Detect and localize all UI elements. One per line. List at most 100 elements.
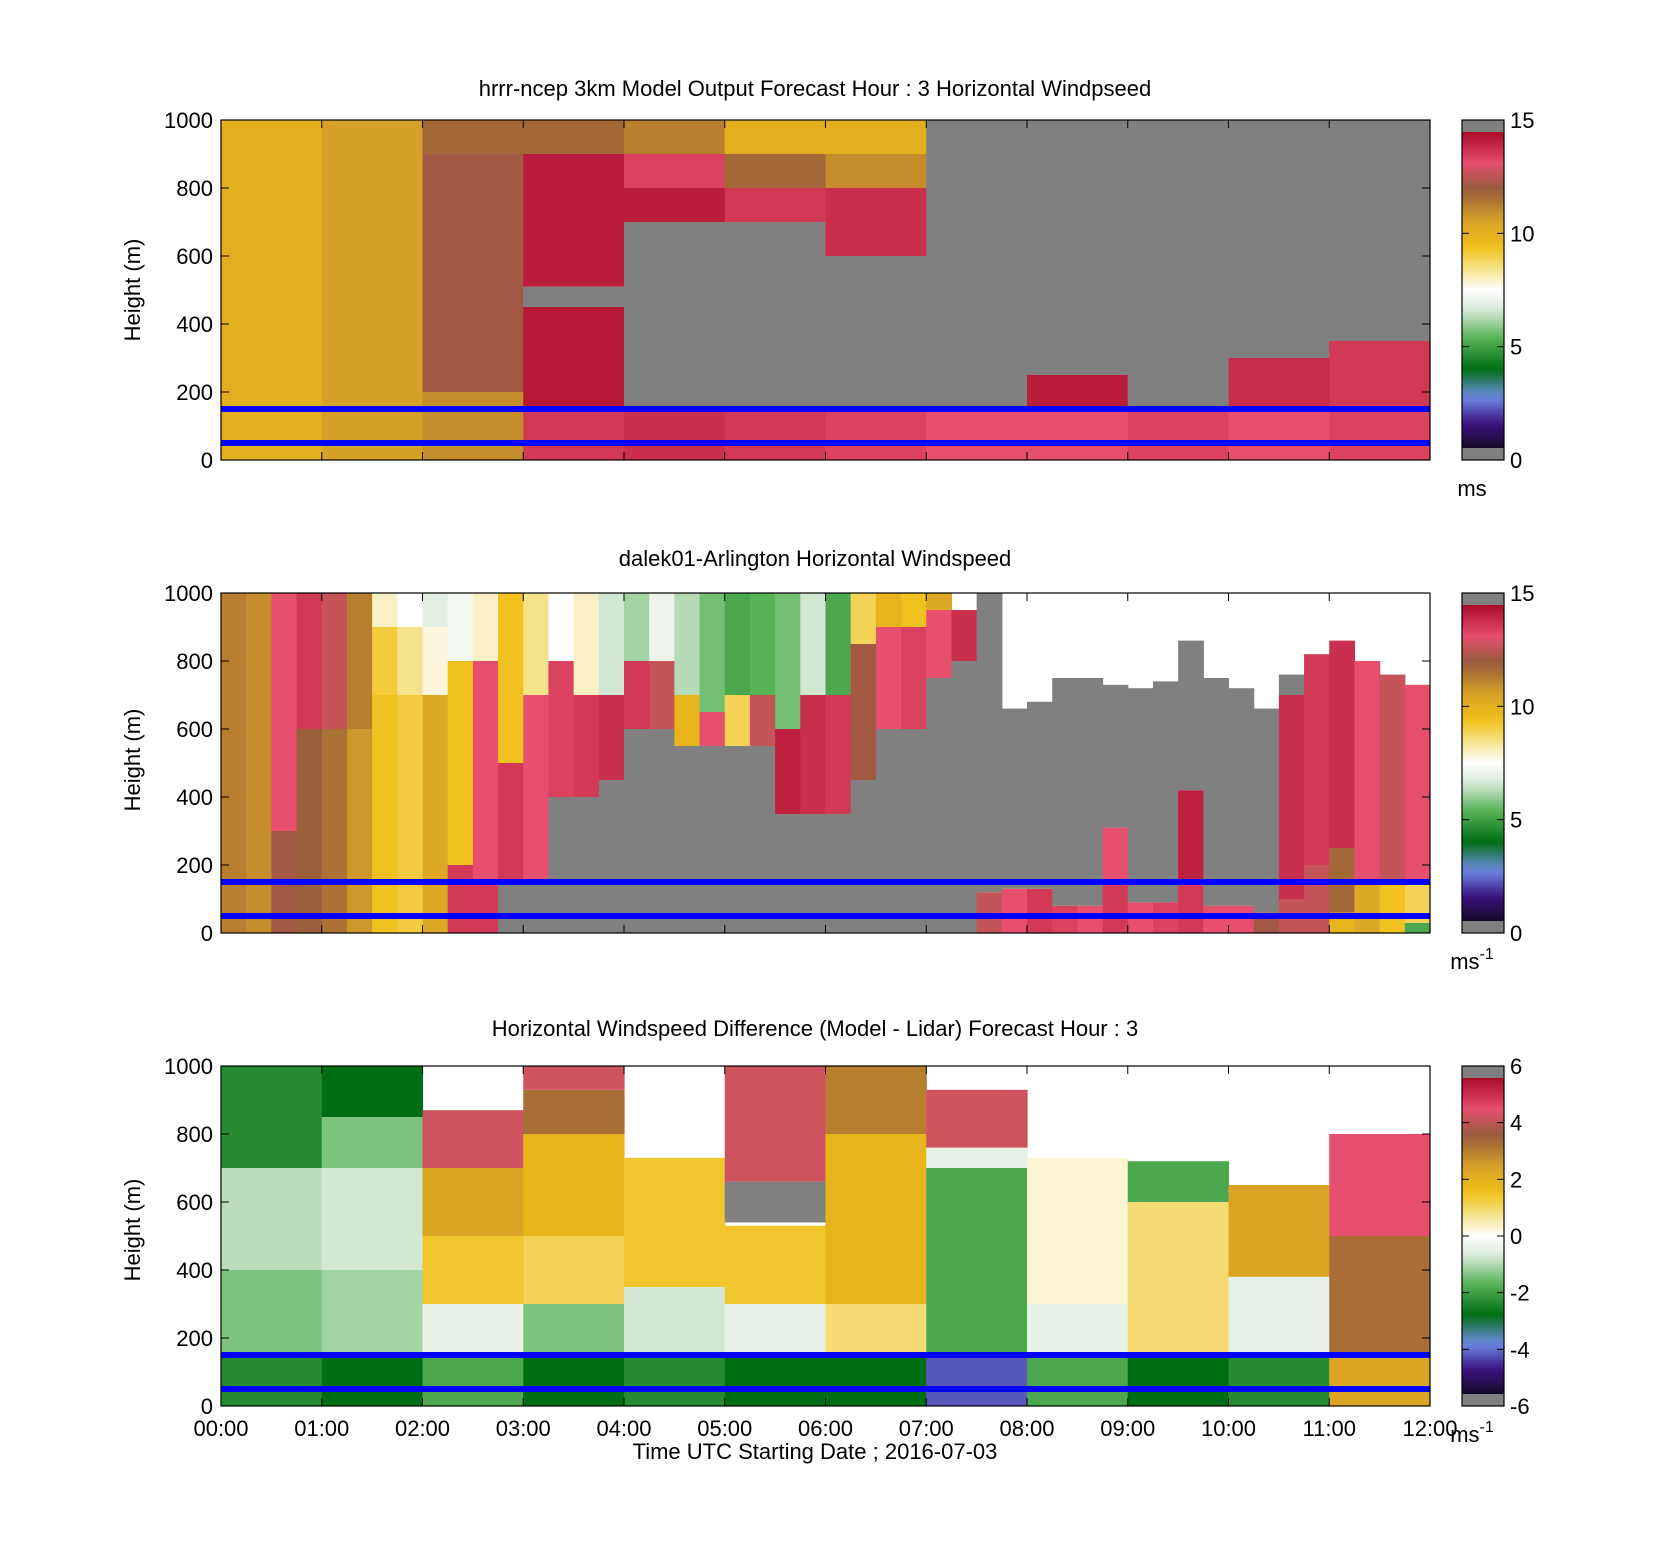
heatmap-cell: [221, 1355, 323, 1406]
heatmap-cell: [1228, 1276, 1330, 1355]
y-tick-label: 800: [176, 176, 213, 201]
colorbar-tick-label: 5: [1510, 808, 1522, 833]
x-tick-label: 09:00: [1100, 1416, 1155, 1441]
x-tick-labels: 00:00 01:00 02:00 03:00 04:00 05:00 06:00 07:00…: [193, 1416, 1457, 1441]
heatmap-cell: [1278, 674, 1305, 695]
heatmap-cell: [850, 644, 877, 780]
colorbar-unit: ms: [1457, 476, 1486, 501]
heatmap-cell: [397, 593, 424, 627]
heatmap-cell: [321, 593, 348, 729]
heatmap-cell: [825, 188, 927, 256]
heatmap-cell: [649, 729, 675, 933]
heatmap-cell: [1027, 409, 1129, 460]
heatmap-cell: [573, 695, 600, 797]
panel-lidar: dalek01-Arlington Horizontal Windspeed 0…: [120, 546, 1534, 974]
chart-title: dalek01-Arlington Horizontal Windspeed: [619, 546, 1012, 571]
heatmap-cell: [221, 593, 247, 933]
heatmap-cell: [271, 593, 298, 831]
axes: 0 200 400 600 800 1000: [164, 108, 1431, 473]
heatmap-cell: [346, 593, 373, 729]
heatmap-cell: [422, 1168, 524, 1236]
y-tick-label: 600: [176, 717, 213, 742]
colorbar-tick-label: 10: [1510, 221, 1534, 246]
heatmap-cell: [724, 1355, 827, 1406]
x-axis-label: Time UTC Starting Date ; 2016-07-03: [633, 1439, 998, 1464]
colorbar-tick-label: 0: [1510, 921, 1522, 946]
heatmap-cell: [875, 593, 902, 627]
heatmap-cell: [447, 661, 474, 865]
heatmap-cell: [1329, 1134, 1430, 1236]
heatmap-cell: [825, 1355, 927, 1406]
colorbar-over-swatch: [1462, 1066, 1504, 1078]
heatmap-cell: [825, 1134, 927, 1304]
heatmap-cell: [523, 882, 550, 933]
y-axis-label: Height (m): [120, 239, 145, 342]
heatmap-cell: [1102, 827, 1129, 882]
heatmap-cell: [372, 627, 398, 695]
heatmap-cell: [724, 409, 827, 460]
heatmap-cell: [850, 780, 877, 933]
heatmap-cell: [321, 1117, 424, 1168]
colorbar-over-swatch: [1462, 593, 1504, 605]
heatmap-cell: [321, 1270, 424, 1355]
heatmap-cell: [825, 593, 852, 695]
heatmap-cell: [422, 392, 524, 460]
heatmap-cell: [850, 593, 877, 644]
colorbar-gradient: [1462, 132, 1504, 448]
heatmap-cell: [1304, 865, 1330, 933]
heatmap-cell: [447, 865, 474, 933]
heatmap-cell: [1027, 375, 1129, 409]
colorbar-tick-label: 6: [1510, 1054, 1522, 1079]
heatmap-cell: [1127, 1355, 1230, 1406]
heatmap-cell: [901, 627, 927, 729]
heatmap-cell: [1027, 120, 1129, 375]
heatmap-cell: [523, 1089, 625, 1134]
heatmap-cell: [724, 1181, 827, 1223]
heatmap-cell: [875, 627, 902, 729]
heatmap-cell: [1228, 1355, 1330, 1406]
y-tick-label: 600: [176, 1190, 213, 1215]
y-axis-label: Height (m): [120, 1179, 145, 1282]
colorbar-tick-label: 15: [1510, 581, 1534, 606]
heatmap-cell: [321, 1168, 424, 1270]
heatmap-cell: [321, 729, 348, 933]
heatmap-cell: [926, 1355, 1028, 1406]
heatmap-cell: [1304, 654, 1330, 865]
y-tick-label: 800: [176, 649, 213, 674]
heatmap-cell: [422, 1304, 524, 1355]
heatmap-cell: [825, 695, 852, 814]
heatmap-cell: [422, 120, 524, 154]
heatmap-cell: [825, 1066, 927, 1134]
heatmap-cell: [624, 1157, 726, 1287]
heatmap-cell: [1329, 1355, 1430, 1406]
colorbar-under-swatch: [1462, 921, 1504, 933]
y-tick-label: 0: [201, 921, 213, 946]
panel-difference: Horizontal Windspeed Difference (Model -…: [120, 1016, 1530, 1447]
heatmap-cell: [951, 661, 978, 933]
heatmap-cell: [724, 746, 751, 933]
heatmap-cell: [372, 593, 398, 627]
heatmap-cell: [624, 593, 650, 661]
heatmap-cell: [1127, 120, 1230, 409]
heatmap-cell: [523, 1134, 625, 1236]
y-tick-label: 200: [176, 380, 213, 405]
heatmap-cell: [699, 712, 726, 746]
heatmap-cell: [1127, 1161, 1230, 1202]
heatmap-cell: [825, 120, 927, 154]
heatmap-cell: [749, 593, 776, 695]
heatmap-cell: [724, 695, 751, 746]
heatmap-cell: [1027, 1304, 1129, 1355]
heatmap-cell: [1329, 341, 1430, 409]
heatmap-cell: [926, 120, 1028, 409]
heatmap-cell: [1228, 358, 1330, 409]
heatmap-cell: [1228, 688, 1255, 906]
heatmap-cell: [1127, 1202, 1230, 1355]
heatmap-cell: [498, 763, 524, 882]
heatmap-cell: [724, 120, 827, 154]
heatmap-cell: [901, 593, 927, 627]
heatmap-cell: [472, 882, 499, 933]
heatmap-cell: [825, 1304, 927, 1355]
heatmap-cell: [221, 120, 323, 460]
heatmap-cell: [699, 593, 726, 712]
y-tick-label: 200: [176, 1326, 213, 1351]
